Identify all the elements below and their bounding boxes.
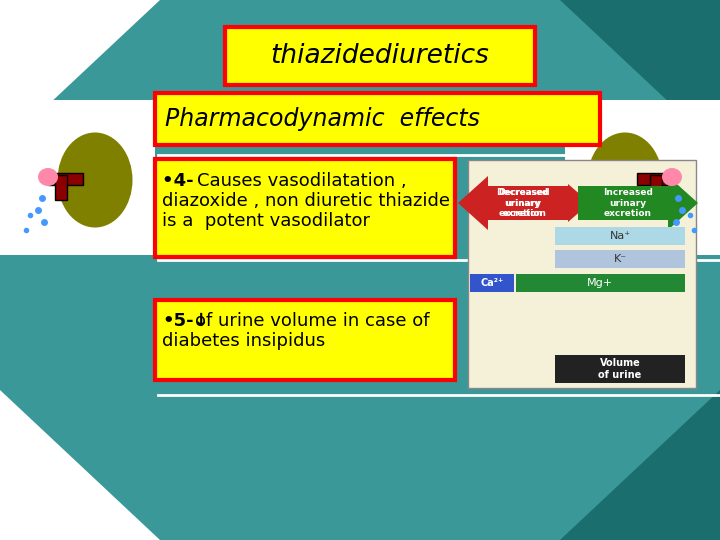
FancyBboxPatch shape bbox=[470, 274, 514, 292]
Polygon shape bbox=[668, 176, 698, 230]
FancyBboxPatch shape bbox=[555, 227, 685, 245]
Text: Ca²⁺: Ca²⁺ bbox=[480, 278, 503, 288]
Text: diabetes insipidus: diabetes insipidus bbox=[162, 332, 325, 350]
Ellipse shape bbox=[58, 132, 132, 227]
FancyBboxPatch shape bbox=[155, 93, 600, 145]
FancyBboxPatch shape bbox=[468, 160, 696, 388]
Polygon shape bbox=[0, 0, 160, 150]
Polygon shape bbox=[0, 390, 160, 540]
FancyBboxPatch shape bbox=[565, 100, 720, 255]
FancyBboxPatch shape bbox=[555, 355, 685, 383]
Ellipse shape bbox=[38, 168, 58, 186]
FancyBboxPatch shape bbox=[578, 186, 668, 220]
Text: Decreased
urinary
exretion: Decreased urinary exretion bbox=[498, 188, 548, 218]
Ellipse shape bbox=[588, 132, 662, 227]
FancyBboxPatch shape bbox=[225, 27, 535, 85]
Text: •5-↓: •5-↓ bbox=[162, 312, 209, 330]
FancyBboxPatch shape bbox=[637, 173, 672, 185]
Polygon shape bbox=[560, 0, 720, 150]
FancyBboxPatch shape bbox=[0, 100, 155, 255]
Text: of urine volume in case of: of urine volume in case of bbox=[195, 312, 430, 330]
Text: K⁻: K⁻ bbox=[613, 254, 626, 264]
Text: is a  potent vasodilator: is a potent vasodilator bbox=[162, 212, 370, 230]
Polygon shape bbox=[468, 184, 590, 222]
FancyBboxPatch shape bbox=[48, 173, 83, 185]
FancyBboxPatch shape bbox=[555, 250, 685, 268]
Text: diazoxide , non diuretic thiazide: diazoxide , non diuretic thiazide bbox=[162, 192, 450, 210]
Text: Decreased
urinary
excretion: Decreased urinary excretion bbox=[496, 188, 550, 218]
Text: Increased
urinary
excretion: Increased urinary excretion bbox=[603, 188, 653, 218]
Text: Pharmacodynamic  effects: Pharmacodynamic effects bbox=[165, 107, 480, 131]
Text: Mg+: Mg+ bbox=[587, 278, 613, 288]
Text: Na⁺: Na⁺ bbox=[609, 231, 631, 241]
Polygon shape bbox=[458, 176, 488, 230]
FancyBboxPatch shape bbox=[516, 274, 685, 292]
FancyBboxPatch shape bbox=[478, 186, 568, 220]
FancyBboxPatch shape bbox=[155, 300, 455, 380]
FancyBboxPatch shape bbox=[650, 175, 662, 200]
Text: Causes vasodilatation ,: Causes vasodilatation , bbox=[197, 172, 407, 190]
Text: Volume
of urine: Volume of urine bbox=[598, 358, 642, 380]
Polygon shape bbox=[560, 390, 720, 540]
Text: •4-: •4- bbox=[162, 172, 200, 190]
Ellipse shape bbox=[662, 168, 682, 186]
FancyBboxPatch shape bbox=[155, 159, 455, 257]
Text: thiazidediuretics: thiazidediuretics bbox=[271, 43, 490, 69]
FancyBboxPatch shape bbox=[55, 175, 67, 200]
